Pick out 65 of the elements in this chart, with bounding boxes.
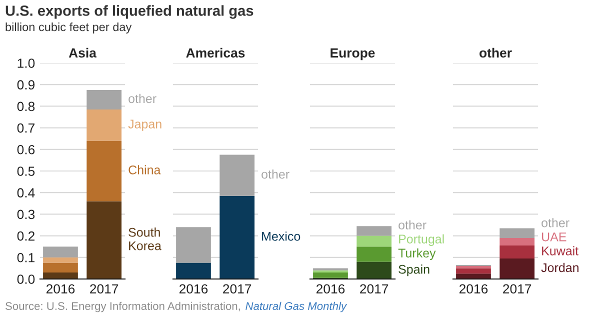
- bar: [500, 246, 535, 258]
- bar: [500, 228, 535, 238]
- y-tick-label: 0.4: [17, 188, 35, 198]
- bar: [356, 226, 392, 236]
- bar: [456, 274, 491, 279]
- bar: [356, 262, 392, 279]
- series-label: South Korea: [128, 228, 162, 250]
- y-tick-label: 0.0: [17, 274, 35, 284]
- chart-title: Europe: [330, 48, 375, 60]
- text: U.S. exports of liquefied natural gas: [6, 5, 254, 19]
- bar: [176, 227, 211, 263]
- series-label: Mexico: [262, 232, 300, 241]
- bar: [313, 270, 348, 273]
- x-tick-label: 2016: [46, 284, 75, 294]
- y-tick-label: 0.9: [17, 80, 35, 90]
- chart-title: other: [480, 48, 512, 58]
- x-tick-label: 2017: [503, 284, 532, 294]
- series-label: other: [128, 94, 156, 104]
- bar: [220, 196, 255, 279]
- bar: [43, 257, 78, 263]
- bar: [86, 201, 122, 279]
- x-tick-label: 2016: [459, 284, 488, 294]
- series-label: Spain: [398, 264, 430, 276]
- bar: [356, 246, 392, 262]
- bar: [456, 268, 491, 274]
- y-axis-title: billion cubic feet per day: [6, 22, 132, 34]
- bar: [86, 90, 122, 110]
- bar: [356, 236, 392, 247]
- source-note: Source: U.S. Energy Information Administration,: [6, 302, 240, 312]
- series-label: Portugal: [399, 234, 444, 246]
- y-tick-label: 0.3: [17, 210, 35, 220]
- bar: [43, 246, 78, 258]
- bar: [176, 262, 211, 279]
- series-label: other: [398, 220, 426, 230]
- bar: [220, 154, 255, 196]
- series-label: UAE: [542, 232, 566, 242]
- x-tick-label: 2017: [223, 284, 252, 294]
- series-label: Jordan: [541, 262, 578, 272]
- text: Natural Gas Monthly: [246, 302, 348, 312]
- y-tick-label: 0.8: [17, 102, 35, 112]
- y-tick-label: 0.2: [17, 231, 34, 241]
- bar: [43, 262, 78, 273]
- y-tick-label: 0.7: [17, 123, 34, 133]
- x-tick-label: 2017: [90, 284, 118, 294]
- bar: [43, 272, 78, 279]
- series-label: Japan: [128, 120, 162, 131]
- x-tick-label: 2017: [360, 284, 388, 294]
- bar: [500, 238, 535, 246]
- x-tick-label: 2016: [179, 284, 208, 294]
- series-label: other: [542, 218, 570, 228]
- y-tick-label: 0.1: [17, 252, 34, 262]
- bar: [500, 258, 535, 279]
- chart-title: Americas: [186, 48, 245, 58]
- y-tick-label: 1.0: [18, 58, 35, 68]
- y-tick-label: 0.5: [17, 166, 35, 176]
- bar: [86, 140, 122, 202]
- y-tick-label: 0.6: [17, 144, 35, 154]
- chart-title: Asia: [68, 48, 97, 58]
- bar: [313, 272, 348, 278]
- series-label: Kuwait: [542, 246, 578, 256]
- x-tick-label: 2016: [316, 284, 345, 294]
- series-label: other: [262, 169, 290, 179]
- series-label: Turkey: [398, 248, 436, 260]
- series-label: China: [128, 165, 161, 174]
- bar: [86, 109, 122, 141]
